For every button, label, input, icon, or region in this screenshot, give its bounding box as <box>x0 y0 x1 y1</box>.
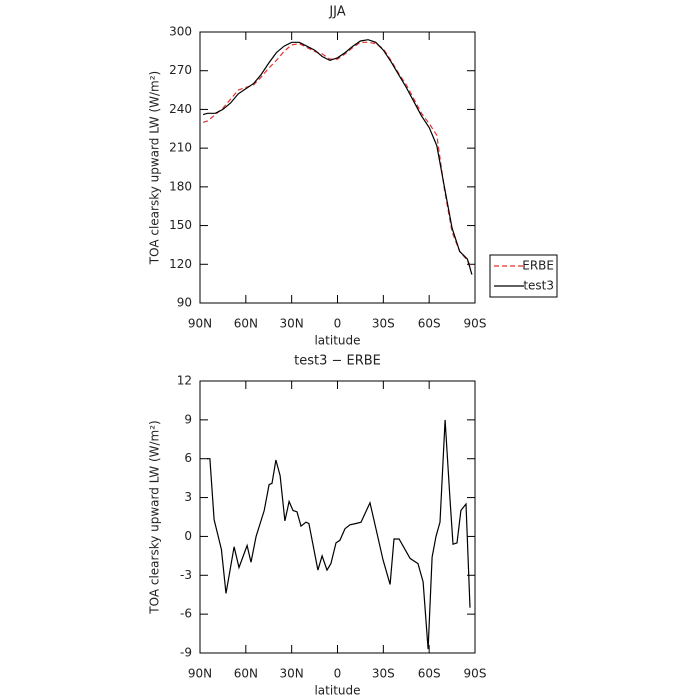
y-tick-label: 9 <box>184 412 192 426</box>
y-tick-label: 180 <box>169 179 192 193</box>
x-tick-label: 0 <box>334 317 342 331</box>
x-tick-label: 60N <box>234 317 258 331</box>
data-line <box>207 419 471 650</box>
x-tick-label: 60S <box>418 667 441 681</box>
x-tick-label: 30S <box>372 317 395 331</box>
y-tick-label: 150 <box>169 218 192 232</box>
y-axis-label: TOA clearsky upward LW (W/m²) <box>148 420 162 614</box>
legend-box <box>489 254 558 298</box>
y-tick-label: 120 <box>169 257 192 271</box>
plot-frame <box>199 380 476 654</box>
legend-label: ERBE <box>522 259 554 273</box>
y-tick-label: 270 <box>169 63 192 77</box>
x-tick-label: 60N <box>234 667 258 681</box>
data-line <box>202 39 473 275</box>
y-tick-label: 6 <box>184 451 192 465</box>
x-tick-label: 60S <box>418 317 441 331</box>
x-tick-label: 0 <box>334 667 342 681</box>
x-tick-label: 30N <box>280 667 304 681</box>
x-axis-label: latitude <box>314 684 360 698</box>
y-tick-label: 3 <box>184 490 192 504</box>
y-tick-label: -3 <box>180 568 192 582</box>
y-tick-label: 300 <box>169 25 192 39</box>
legend-label: test3 <box>523 279 554 293</box>
x-tick-label: 30N <box>280 317 304 331</box>
y-tick-label: -6 <box>180 607 192 621</box>
y-tick-label: 210 <box>169 141 192 155</box>
chart-title: JJA <box>328 5 345 20</box>
y-axis-label: TOA clearsky upward LW (W/m²) <box>148 71 162 265</box>
x-tick-label: 90S <box>464 317 487 331</box>
x-tick-label: 30S <box>372 667 395 681</box>
y-tick-label: 240 <box>169 102 192 116</box>
chart-title: test3 − ERBE <box>294 354 381 369</box>
y-tick-label: 90 <box>177 296 192 310</box>
x-axis-label: latitude <box>314 334 360 348</box>
x-tick-label: 90N <box>188 317 212 331</box>
data-line <box>202 41 473 269</box>
y-tick-label: 12 <box>177 374 192 388</box>
x-tick-label: 90S <box>464 667 487 681</box>
plot-frame <box>199 31 476 304</box>
y-tick-label: -9 <box>180 646 192 660</box>
y-tick-label: 0 <box>184 529 192 543</box>
x-tick-label: 90N <box>188 667 212 681</box>
